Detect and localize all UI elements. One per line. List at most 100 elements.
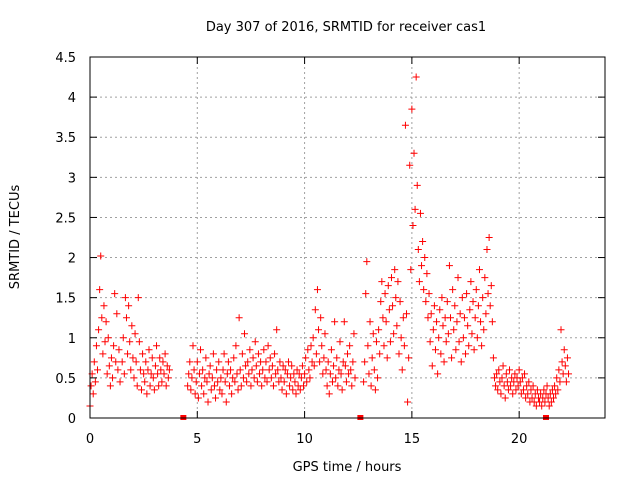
data-point (439, 322, 447, 330)
x-axis-label: GPS time / hours (293, 460, 402, 475)
data-point (350, 330, 358, 338)
data-point (452, 346, 460, 354)
data-point (331, 318, 339, 326)
data-point (486, 302, 494, 310)
data-point (288, 362, 296, 370)
data-point (560, 346, 568, 354)
data-point (392, 294, 400, 302)
data-point (191, 390, 199, 398)
data-point (201, 374, 209, 382)
y-tick-label: 3.5 (55, 131, 76, 146)
data-point (340, 318, 348, 326)
data-point (347, 366, 355, 374)
data-point (338, 386, 346, 394)
data-point (315, 326, 323, 334)
data-point (390, 330, 398, 338)
data-point (218, 390, 226, 398)
data-point (194, 394, 202, 402)
data-point (282, 390, 290, 398)
data-point (462, 350, 470, 358)
data-point (112, 358, 120, 366)
data-point (246, 346, 254, 354)
data-point (234, 386, 242, 394)
data-point (316, 358, 324, 366)
data-point (128, 322, 136, 330)
data-point (135, 338, 143, 346)
data-point (393, 322, 401, 330)
data-point (334, 382, 342, 390)
data-point (87, 382, 95, 390)
data-point (444, 330, 452, 338)
data-point (389, 302, 397, 310)
data-point (122, 314, 130, 322)
data-point (538, 402, 546, 410)
data-point (433, 318, 441, 326)
data-point (221, 378, 229, 386)
y-tick-label: 3 (68, 171, 76, 186)
data-point (492, 382, 500, 390)
data-point (470, 346, 478, 354)
data-point (551, 382, 559, 390)
data-point (202, 354, 210, 362)
data-point (407, 266, 415, 274)
y-tick-label: 1.5 (55, 292, 76, 307)
data-point (146, 382, 154, 390)
data-point (400, 342, 408, 350)
data-point (185, 370, 193, 378)
data-point (189, 342, 197, 350)
data-point (263, 378, 271, 386)
data-point (403, 310, 411, 318)
axis-ticks (89, 56, 605, 419)
data-point (431, 346, 439, 354)
data-point (309, 334, 317, 342)
x-tick-label: 10 (296, 432, 313, 447)
data-point (457, 358, 465, 366)
data-point (238, 350, 246, 358)
data-point (485, 234, 493, 241)
data-point (102, 318, 110, 326)
data-point (565, 370, 573, 378)
data-point (184, 382, 192, 390)
data-point (216, 386, 224, 394)
data-point (399, 314, 407, 322)
data-point (272, 370, 280, 378)
data-point (269, 382, 277, 390)
data-point (529, 382, 537, 390)
y-tick-label: 4 (68, 91, 76, 106)
data-point (416, 209, 424, 217)
data-point (443, 298, 451, 306)
data-point (225, 382, 233, 390)
data-point (414, 246, 422, 254)
data-point (332, 374, 340, 382)
data-point (430, 302, 438, 310)
data-point (148, 354, 156, 362)
data-point (159, 358, 167, 366)
data-point (142, 358, 150, 366)
data-point (512, 386, 520, 394)
data-point (553, 374, 561, 382)
data-point (521, 370, 529, 378)
data-point (349, 358, 357, 366)
data-point (398, 366, 406, 374)
data-point (342, 378, 350, 386)
data-point (480, 326, 488, 334)
data-point (325, 390, 333, 398)
data-point (507, 382, 515, 390)
data-point (370, 366, 378, 374)
data-point (141, 378, 149, 386)
data-point (219, 366, 227, 374)
data-point (434, 370, 442, 378)
data-point (490, 374, 498, 382)
data-point (509, 390, 517, 398)
data-point (125, 302, 133, 310)
data-point (426, 338, 434, 346)
data-point (96, 286, 104, 294)
data-point (319, 370, 327, 378)
data-point (320, 354, 328, 362)
data-point (297, 374, 305, 382)
data-point (192, 378, 200, 386)
data-point (391, 266, 399, 274)
data-point (533, 386, 541, 394)
data-point (136, 366, 144, 374)
data-point (120, 370, 128, 378)
